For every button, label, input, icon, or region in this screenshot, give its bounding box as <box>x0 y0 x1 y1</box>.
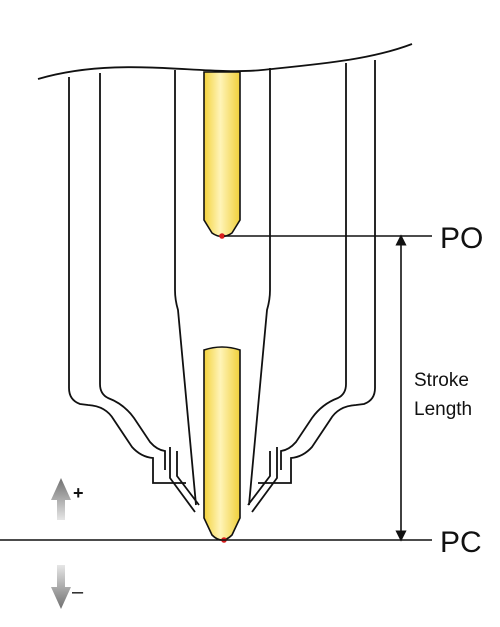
pc-label: PC <box>440 526 482 559</box>
housing-left-outer-wall <box>68 77 154 470</box>
stroke-label-line1: Stroke <box>414 370 469 391</box>
up-arrow-icon <box>51 478 71 520</box>
stroke-label-line2: Length <box>414 399 472 420</box>
housing-bottom-right <box>258 470 292 484</box>
housing-right-outer-wall <box>290 60 376 470</box>
po-label: PO <box>440 222 483 255</box>
needle-closed-position <box>203 346 241 541</box>
up-sign: + <box>73 483 84 503</box>
seat-guide-right-inner <box>247 451 271 506</box>
nozzle-bore-left <box>174 70 197 506</box>
seat-guide-left-outer <box>169 447 196 513</box>
seat-guide-left-inner <box>176 451 200 506</box>
seat-guide-right-outer <box>251 447 278 513</box>
down-arrow-icon <box>51 565 71 609</box>
needle-open-tip-dot <box>219 233 225 239</box>
down-sign: – <box>72 581 84 603</box>
housing-bottom-left <box>152 470 186 484</box>
housing-right-inner-wall <box>280 63 347 470</box>
housing-break-line <box>37 43 413 80</box>
housing-left-inner-wall <box>99 73 166 470</box>
nozzle-bore-right <box>248 68 271 506</box>
needle-open-position <box>203 71 241 238</box>
